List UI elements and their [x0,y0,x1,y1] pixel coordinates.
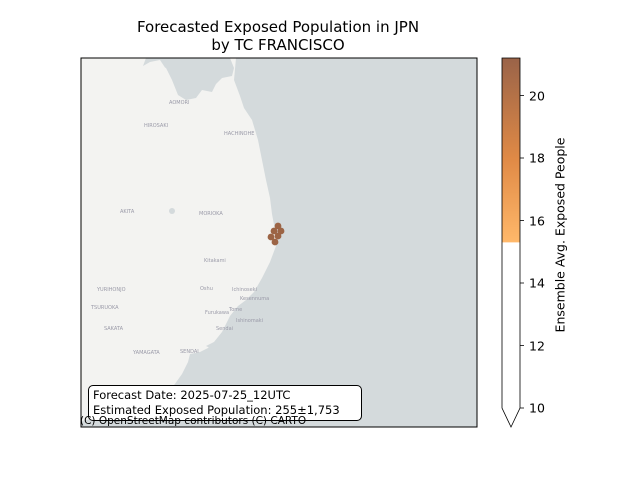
place-label: AOMORI [169,100,189,106]
colorbar-tick-label: 12 [529,338,545,353]
place-label: Furukawa [205,310,229,316]
colorbar-tick-label: 16 [529,213,545,228]
exposure-hex [270,227,278,235]
place-label: YURIHONJO [96,287,126,293]
place-label: Ichinoseki [232,287,257,293]
estimated-population: Estimated Exposed Population: 255±1,753 [93,403,340,417]
lake [169,208,175,214]
colorbar-ticks [520,95,524,409]
oga-peninsula [81,184,108,206]
map-frame [80,57,478,428]
colorbar-tick-label: 18 [529,150,545,166]
place-label: SAKATA [104,326,124,332]
place-label: Sendai [216,326,233,332]
place-label: AKITA [120,209,135,215]
place-label: Kitakami [204,258,226,264]
colorbar-tick-label: 20 [529,88,545,103]
exposure-cluster [267,222,285,246]
exposure-hex [267,233,275,241]
chart-title-line1: Forecasted Exposed Population in JPN [136,18,420,36]
colorbar-below-threshold [502,242,520,408]
chart-title-line2: by TC FRANCISCO [211,36,345,54]
land-mass [81,58,276,421]
place-labels: AOMORI HIROSAKI HACHINOHE AKITA MORIOKA … [90,100,269,356]
exposure-hex [274,232,282,240]
colorbar-gradient [502,58,520,243]
place-label: Tome [228,307,242,313]
forecast-info-box: Forecast Date: 2025-07-25_12UTC Estimate… [88,385,362,421]
colorbar [501,57,524,428]
exposure-hex [271,238,279,246]
exposure-hex [274,222,282,230]
colorbar-tick-label: 10 [529,400,545,416]
place-label: SENDAI [180,349,199,355]
bay [206,336,246,352]
colorbar-label: Ensemble Avg. Exposed People [552,137,568,333]
place-label: Kesennuma [240,296,269,302]
place-label: HIROSAKI [144,123,168,129]
place-label: HACHINOHE [224,131,254,137]
forecast-date: Forecast Date: 2025-07-25_12UTC [93,388,291,402]
colorbar-tick-label: 14 [529,275,545,291]
colorbar-outline [501,57,521,428]
peninsula [150,60,168,78]
exposure-hex [277,227,285,235]
map-panel[interactable] [81,58,477,427]
place-label: MORIOKA [199,211,223,217]
place-label: YAMAGATA [132,350,160,356]
place-label: TSURUOKA [90,305,119,311]
place-label: Ishinomaki [236,318,263,324]
place-label: Oshu [200,286,213,292]
map-attribution: (C) OpenStreetMap contributors (C) CARTO [80,415,307,427]
